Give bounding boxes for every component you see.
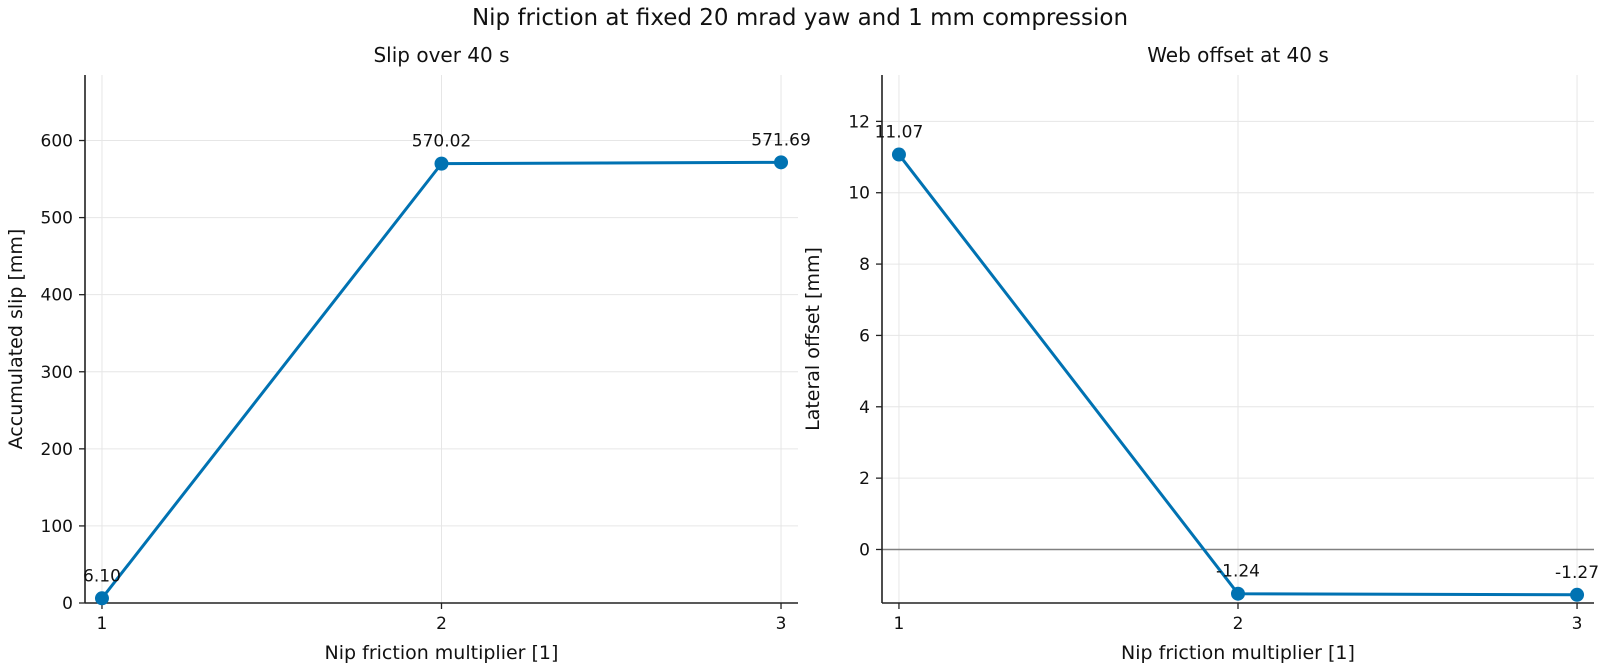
x-axis-label: Nip friction multiplier [1]	[325, 642, 559, 664]
data-point	[1570, 587, 1585, 602]
y-axis-label: Accumulated slip [mm]	[5, 229, 27, 450]
y-tick-label: 600	[41, 132, 73, 152]
data-point	[774, 155, 789, 170]
data-point	[1231, 586, 1245, 601]
y-axis-label: Lateral offset [mm]	[802, 247, 824, 431]
x-tick-label: 1	[894, 614, 905, 634]
y-tick-label: 4	[859, 398, 870, 418]
chart-title: Slip over 40 s	[373, 43, 509, 67]
data-label: -1.24	[1216, 562, 1260, 582]
chart-panel-1: 0 100 200 300 400 500 600 1 2 3 6.10 570.02 571.69 Sl…	[5, 43, 811, 664]
y-tick-label: 300	[41, 363, 73, 383]
y-tick-label: 8	[859, 255, 870, 275]
data-point	[891, 147, 906, 162]
x-tick-label: 2	[436, 614, 447, 634]
y-tick-label: 0	[62, 594, 73, 614]
y-tick-label: 6	[859, 326, 870, 346]
y-tick-label: 400	[41, 286, 73, 306]
data-label: 571.69	[751, 130, 810, 150]
y-tick-label: 12	[848, 112, 870, 132]
x-tick-label: 3	[1572, 614, 1583, 634]
y-tick-label: 0	[859, 540, 870, 560]
x-tick-label: 2	[1233, 614, 1244, 634]
data-label: 570.02	[412, 132, 471, 152]
data-point	[94, 591, 109, 606]
data-label: 11.07	[875, 123, 924, 143]
data-label: 6.10	[83, 566, 121, 586]
chart-title: Web offset at 40 s	[1147, 43, 1329, 67]
x-tick-label: 3	[776, 614, 787, 634]
data-point	[434, 156, 449, 171]
y-tick-label: 200	[41, 440, 73, 460]
y-tick-label: 100	[41, 517, 73, 537]
x-axis-label: Nip friction multiplier [1]	[1121, 642, 1355, 664]
y-tick-label: 2	[859, 469, 870, 489]
y-tick-label: 10	[848, 184, 870, 204]
x-tick-label: 1	[97, 614, 108, 634]
y-tick-label: 500	[41, 209, 73, 229]
data-label: -1.27	[1555, 563, 1599, 583]
figure-title: Nip friction at fixed 20 mrad yaw and 1 …	[471, 5, 1129, 31]
